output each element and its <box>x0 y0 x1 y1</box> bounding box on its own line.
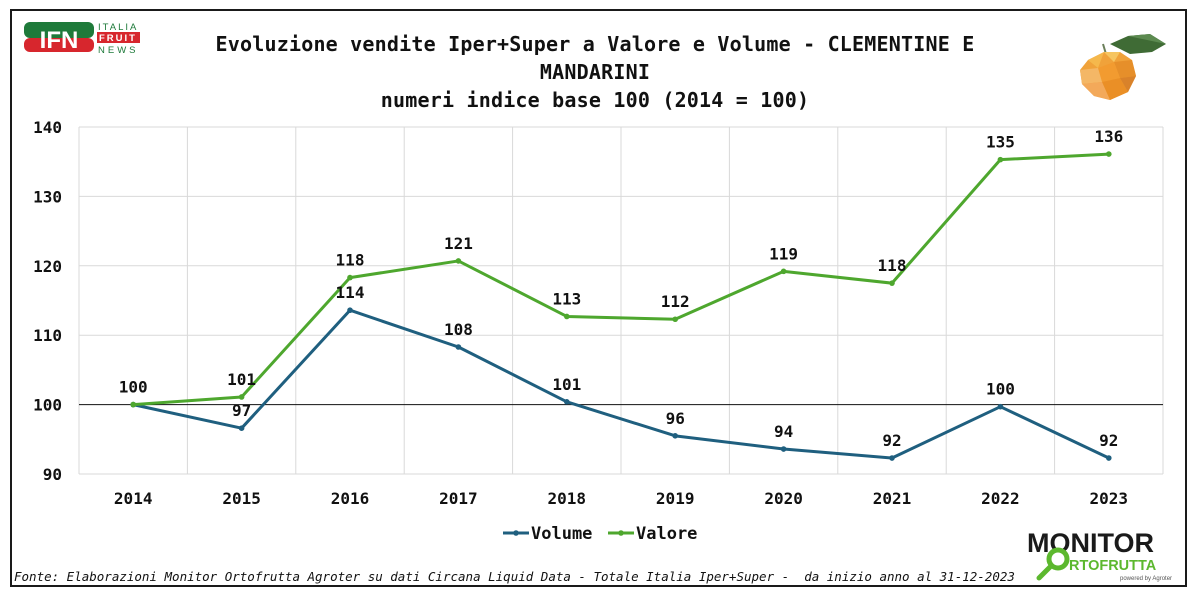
x-tick-label: 2015 <box>222 489 261 508</box>
magnifier-icon <box>1046 547 1070 571</box>
data-label-valore: 113 <box>552 289 581 308</box>
ifn-logo-green <box>24 22 94 38</box>
y-tick-label: 90 <box>43 465 62 484</box>
data-point-volume <box>564 399 570 405</box>
data-point-volume <box>780 446 787 452</box>
y-tick-label: 130 <box>33 187 62 206</box>
data-point-volume <box>997 403 1004 410</box>
data-label-valore: 136 <box>1094 127 1123 146</box>
ifn-logo-fruit-bg <box>97 32 140 43</box>
chart-title: Evoluzione vendite Iper+Super a Valore e… <box>150 30 1040 114</box>
data-label-volume: 94 <box>774 422 793 441</box>
data-labels: 97 114 108 101 96 94 92 100 92 100 101 118 121 113 112… <box>119 127 1124 450</box>
ifn-logo-fruit: FRUIT <box>99 33 137 44</box>
ifn-logo-red <box>24 38 94 52</box>
data-point-valore <box>1106 151 1112 157</box>
source-note: Fonte: Elaborazioni Monitor Ortofrutta A… <box>14 569 1015 584</box>
x-tick-label: 2017 <box>439 489 478 508</box>
data-point-valore <box>780 268 787 275</box>
y-tick-label: 100 <box>33 396 62 415</box>
series-line-valore <box>133 152 1109 407</box>
data-point-volume <box>1106 455 1112 461</box>
x-axis-ticks: 2014 2015 2016 2017 2018 2019 2020 2021 2022 2023 <box>114 489 1128 508</box>
y-tick-label: 110 <box>33 326 62 345</box>
data-label-valore: 135 <box>986 133 1015 152</box>
data-point-valore <box>564 313 570 320</box>
data-label-valore: 101 <box>227 370 256 389</box>
data-label-volume: 100 <box>986 380 1015 399</box>
x-tick-label: 2014 <box>114 489 153 508</box>
y-axis-ticks: 90 100 110 120 130 140 <box>33 118 62 484</box>
agroter-tagline: powered by Agroter <box>1120 576 1172 582</box>
x-tick-label: 2022 <box>981 489 1020 508</box>
legend-marker-volume <box>513 530 519 536</box>
data-label-volume: 92 <box>882 431 901 450</box>
ifn-logo-letters: IFN <box>40 27 79 54</box>
data-label-valore: 112 <box>661 292 690 311</box>
legend-label-volume: Volume <box>531 524 592 544</box>
ortofrutta-logo-word: RTOFRUTTA <box>1069 558 1157 574</box>
data-label-volume: 101 <box>552 375 581 394</box>
series-line-volume <box>132 308 1110 460</box>
data-label-valore: 119 <box>769 244 798 263</box>
ifn-logo-news: NEWS <box>98 45 139 56</box>
legend-label-valore: Valore <box>636 524 697 544</box>
y-tick-label: 120 <box>33 257 62 276</box>
x-tick-label: 2019 <box>656 489 695 508</box>
ifn-logo-italia: ITALIA <box>98 22 138 33</box>
data-label-volume: 108 <box>444 320 473 339</box>
legend: Volume Valore <box>503 524 697 544</box>
chart-title-line1: Evoluzione vendite Iper+Super a Valore e… <box>215 32 975 56</box>
data-label-valore: 100 <box>119 378 148 397</box>
data-point-volume <box>672 433 678 439</box>
legend-marker-valore <box>618 530 624 536</box>
monitor-logo-word: MONITOR <box>1027 528 1154 558</box>
x-tick-label: 2021 <box>873 489 912 508</box>
ifn-logo: IFN ITALIA FRUIT NEWS <box>24 22 140 56</box>
data-point-valore <box>455 258 462 264</box>
chart-subtitle: numeri indice base 100 (2014 = 100) <box>380 88 810 112</box>
data-point-volume <box>347 307 353 314</box>
x-tick-label: 2020 <box>764 489 803 508</box>
data-point-valore <box>347 274 353 281</box>
series-lines <box>130 151 1112 461</box>
data-point-valore <box>238 394 245 400</box>
data-label-volume: 92 <box>1099 431 1118 450</box>
data-point-volume <box>455 344 462 350</box>
data-point-volume <box>889 455 895 461</box>
chart-frame <box>10 9 1187 587</box>
x-tick-label: 2016 <box>331 489 370 508</box>
monitor-ortofrutta-logo: MONITOR RTOFRUTTA powered by Agroter <box>1027 528 1172 582</box>
data-point-valore <box>130 401 136 408</box>
chart-title-line2: MANDARINI <box>539 60 651 84</box>
x-tick-label: 2023 <box>1090 489 1129 508</box>
data-point-volume <box>238 425 245 431</box>
data-label-valore: 121 <box>444 234 473 253</box>
y-tick-label: 140 <box>33 118 62 137</box>
data-label-valore: 118 <box>336 251 365 270</box>
x-tick-label: 2018 <box>548 489 587 508</box>
data-label-volume: 96 <box>666 409 685 428</box>
mandarin-orange-icon <box>1080 34 1166 100</box>
gridlines <box>78 126 1164 475</box>
data-label-volume: 114 <box>336 283 365 302</box>
data-point-valore <box>672 316 678 323</box>
data-point-valore <box>889 280 895 286</box>
data-label-valore: 118 <box>878 256 907 275</box>
data-point-valore <box>997 156 1004 163</box>
data-label-volume: 97 <box>232 401 251 420</box>
